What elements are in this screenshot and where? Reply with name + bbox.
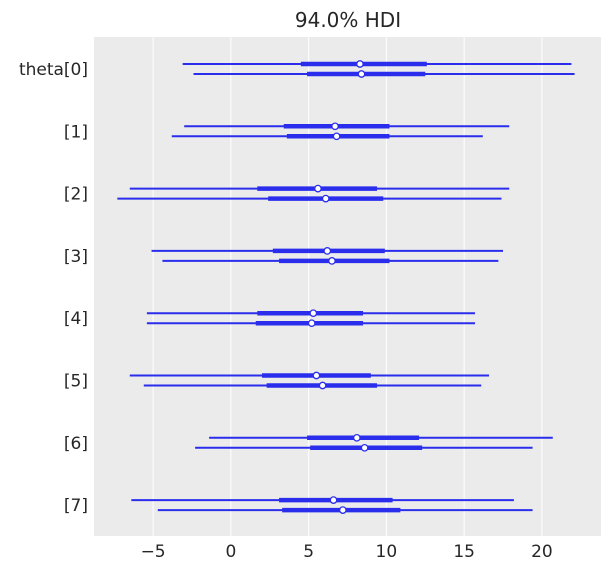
point-estimate [352,433,361,442]
plot-area [94,37,601,536]
point-estimate [312,371,321,380]
point-estimate [318,381,327,390]
point-estimate [321,194,330,203]
x-tick-label: 0 [225,542,236,562]
x-axis-ticks: −5 0 5 10 15 20 [141,542,553,562]
interval-marks [117,60,575,514]
point-estimate [329,496,338,504]
point-estimate [360,443,369,452]
y-tick-label: [5] [64,372,88,392]
point-estimate [356,60,364,68]
x-tick-label: −5 [141,542,166,562]
y-tick-label: [2] [64,185,88,205]
y-tick-label: [7] [64,496,88,516]
point-estimate [309,309,318,318]
x-tick-label: 10 [376,542,398,562]
point-estimate [307,319,316,328]
y-tick-label: [1] [64,122,88,142]
x-tick-label: 20 [531,542,553,562]
y-tick-label: [4] [64,309,88,329]
x-tick-label: 15 [453,542,475,562]
point-estimate [332,132,341,141]
point-estimate [314,184,322,193]
chart-title: 94.0% HDI [295,8,401,32]
point-estimate [323,247,332,255]
point-estimate [328,257,336,265]
y-tick-label: [6] [64,434,88,454]
y-tick-label: theta[0] [19,60,88,80]
point-estimate [357,70,366,78]
point-estimate [331,122,339,131]
x-tick-label: 5 [303,542,314,562]
point-estimate [338,506,347,514]
grid-lines [152,37,543,536]
y-axis-labels: theta[0] [1] [2] [3] [4] [5] [6] [7] [19,60,88,516]
y-tick-label: [3] [64,247,88,267]
